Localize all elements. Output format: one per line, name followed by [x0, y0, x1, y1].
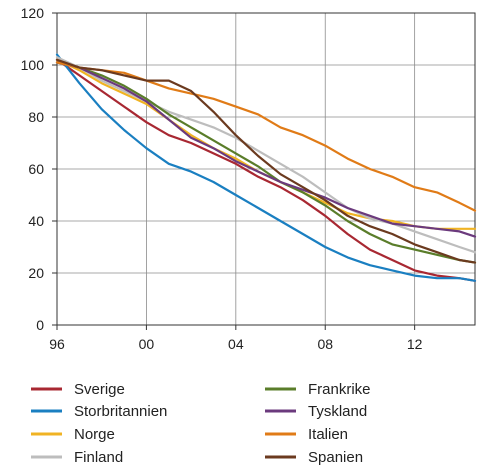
x-tick-label: 96: [49, 336, 65, 352]
series-line-spanien: [55, 58, 477, 264]
legend-label-italien: Italien: [308, 426, 348, 443]
series-line-sverige: [55, 58, 477, 282]
series-line-italien: [55, 61, 477, 212]
axes: 0 20 40 60 80 100 120 96 00 04 08 12: [21, 5, 476, 352]
x-tick-label: 00: [139, 336, 155, 352]
legend-label-finland: Finland: [74, 449, 123, 466]
legend-label-sverige: Sverige: [74, 381, 125, 398]
y-tick-label: 20: [28, 265, 44, 281]
y-tick-label: 60: [28, 161, 44, 177]
legend-label-norge: Norge: [74, 426, 115, 443]
legend: Sverige Storbritannien Norge Finland Frankri…: [31, 381, 371, 466]
y-tick-label: 0: [36, 317, 44, 333]
y-tick-label: 40: [28, 213, 44, 229]
x-tick-label: 08: [317, 336, 333, 352]
grid: [57, 12, 475, 325]
x-tick-label: 12: [407, 336, 423, 352]
legend-label-tyskland: Tyskland: [308, 403, 367, 420]
y-tick-label: 120: [21, 5, 45, 21]
series-line-tyskland: [55, 61, 477, 238]
legend-label-frankrike: Frankrike: [308, 381, 371, 398]
series-line-finland: [55, 56, 477, 254]
y-tick-label: 100: [21, 57, 45, 73]
legend-label-storbritannien: Storbritannien: [74, 403, 167, 420]
legend-label-spanien: Spanien: [308, 449, 363, 466]
x-tick-label: 04: [228, 336, 244, 352]
series-lines: [55, 53, 477, 282]
series-line-storbritannien: [55, 53, 477, 282]
y-tick-label: 80: [28, 109, 44, 125]
series-line-frankrike: [55, 61, 477, 264]
